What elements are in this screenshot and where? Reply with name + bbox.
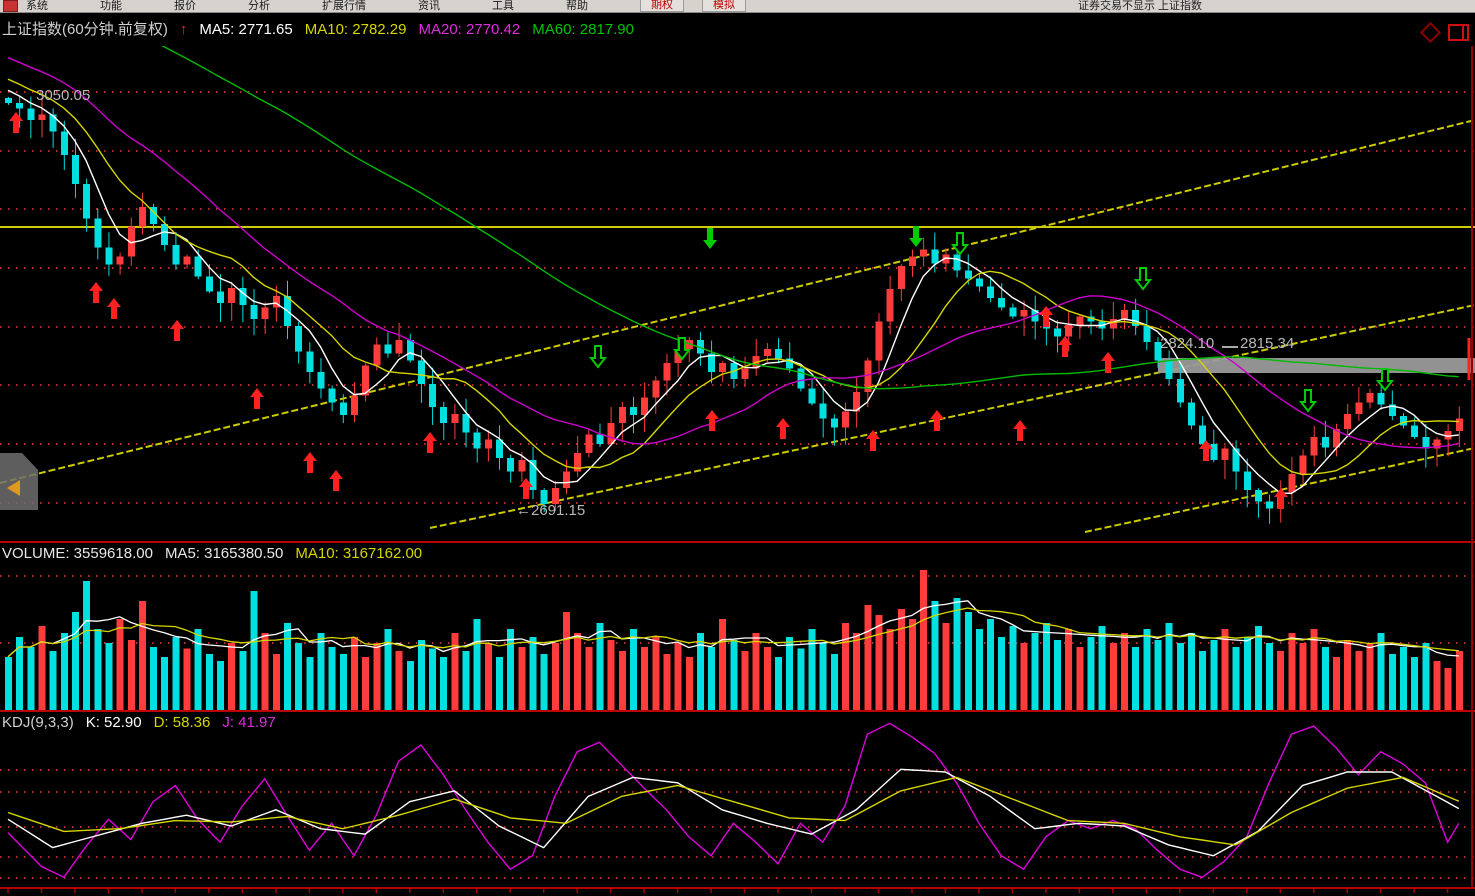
trendlines-layer — [0, 119, 1475, 533]
low-price-label: ←2691.15 — [516, 502, 586, 519]
chart-title: 上证指数(60分钟.前复权) — [2, 21, 168, 38]
menu-hot-item-1[interactable]: 模拟 — [702, 0, 746, 12]
menu-item-6[interactable]: 工具 — [492, 0, 514, 12]
menu-bar: 系统 功能 报价 分析 扩展行情 资讯 工具 帮助 期权 模拟 证券交易不显示 上证指数 — [0, 0, 1475, 13]
sell-arrow-icon — [703, 228, 717, 249]
kdj-legend-2: D: 58.36 — [153, 714, 211, 731]
buy-arrow-icon — [1013, 420, 1027, 441]
app-icon[interactable] — [3, 0, 18, 12]
menu-item-2[interactable]: 报价 — [174, 0, 196, 12]
volume-header: VOLUME: 3559618.00 MA5: 3165380.50 MA10: 3… — [2, 545, 422, 562]
buy-arrow-icon — [1274, 488, 1288, 509]
kdj-legend-3: J: 41.97 — [222, 714, 276, 731]
menu-hot-item-0[interactable]: 期权 — [640, 0, 684, 12]
volume-layer — [5, 570, 1463, 710]
menu-item-1[interactable]: 功能 — [100, 0, 122, 12]
buy-arrow-icon — [1039, 306, 1053, 327]
ma-legend-0: MA5: 2771.65 — [199, 21, 293, 38]
sell-hollow-arrow-icon — [1375, 368, 1395, 392]
up-trend-arrow-icon: ↑ — [179, 21, 188, 38]
menu-item-5[interactable]: 资讯 — [418, 0, 440, 12]
buy-arrow-icon — [329, 470, 343, 491]
buy-arrow-icon — [705, 410, 719, 431]
buy-arrow-icon — [303, 452, 317, 473]
buy-arrow-icon — [9, 112, 23, 133]
restore-window-icon[interactable] — [1448, 24, 1469, 41]
sell-hollow-arrow-icon — [950, 232, 970, 256]
buy-arrow-icon — [930, 410, 944, 431]
ma-legend-2: MA20: 2770.42 — [418, 21, 521, 38]
ma-legend-3: MA60: 2817.90 — [532, 21, 634, 38]
buy-arrow-icon — [89, 282, 103, 303]
ma-legend-1: MA10: 2782.29 — [304, 21, 407, 38]
sell-arrow-icon — [909, 226, 923, 247]
buy-arrow-icon — [1058, 336, 1072, 357]
volume-legend-0: VOLUME: 3559618.00 — [2, 545, 153, 562]
buy-arrow-icon — [423, 432, 437, 453]
sell-hollow-arrow-icon — [672, 337, 692, 361]
menu-item-7[interactable]: 帮助 — [566, 0, 588, 12]
gridlines-layer — [0, 91, 1475, 879]
high-price-label: 3050.05 — [36, 87, 91, 104]
diamond-icon[interactable] — [1419, 21, 1442, 44]
buy-arrow-icon — [776, 418, 790, 439]
buy-arrow-icon — [170, 320, 184, 341]
right-price-label-2: 2815.34 — [1240, 335, 1295, 352]
kdj-legend-1: K: 52.90 — [85, 714, 142, 731]
buy-arrow-icon — [250, 388, 264, 409]
buy-arrow-icon — [1101, 352, 1115, 373]
sell-hollow-arrow-icon — [1133, 267, 1153, 291]
sell-hollow-arrow-icon — [1298, 389, 1318, 413]
kdj-layer — [7, 722, 1460, 879]
highlight-band — [1158, 358, 1475, 373]
menu-item-3[interactable]: 分析 — [248, 0, 270, 12]
right-price-label-1: 2824.10 — [1160, 335, 1215, 352]
kdj-header: KDJ(9,3,3) K: 52.90 D: 58.36 J: 41.97 — [2, 714, 276, 731]
buy-arrow-icon — [519, 478, 533, 499]
buy-arrow-icon — [1199, 440, 1213, 461]
left-triangle-icon — [7, 480, 20, 496]
menu-item-4[interactable]: 扩展行情 — [322, 0, 366, 12]
buy-arrow-icon — [866, 430, 880, 451]
signal-arrows-layer — [9, 112, 1395, 509]
menu-item-0[interactable]: 系统 — [26, 0, 48, 12]
frame-layer — [0, 46, 1475, 893]
menu-right-status: 证券交易不显示 上证指数 — [1078, 0, 1203, 12]
volume-legend-1: MA5: 3165380.50 — [164, 545, 284, 562]
buy-arrow-icon — [107, 298, 121, 319]
volume-legend-2: MA10: 3167162.00 — [295, 545, 423, 562]
kdj-legend-0: KDJ(9,3,3) — [2, 714, 74, 731]
ma-lines-layer — [7, 46, 1459, 495]
sell-hollow-arrow-icon — [588, 345, 608, 369]
panel-handle-layer — [0, 453, 38, 510]
main-chart-header: 上证指数(60分钟.前复权) ↑ MA5: 2771.65 MA10: 2782.… — [2, 21, 634, 38]
